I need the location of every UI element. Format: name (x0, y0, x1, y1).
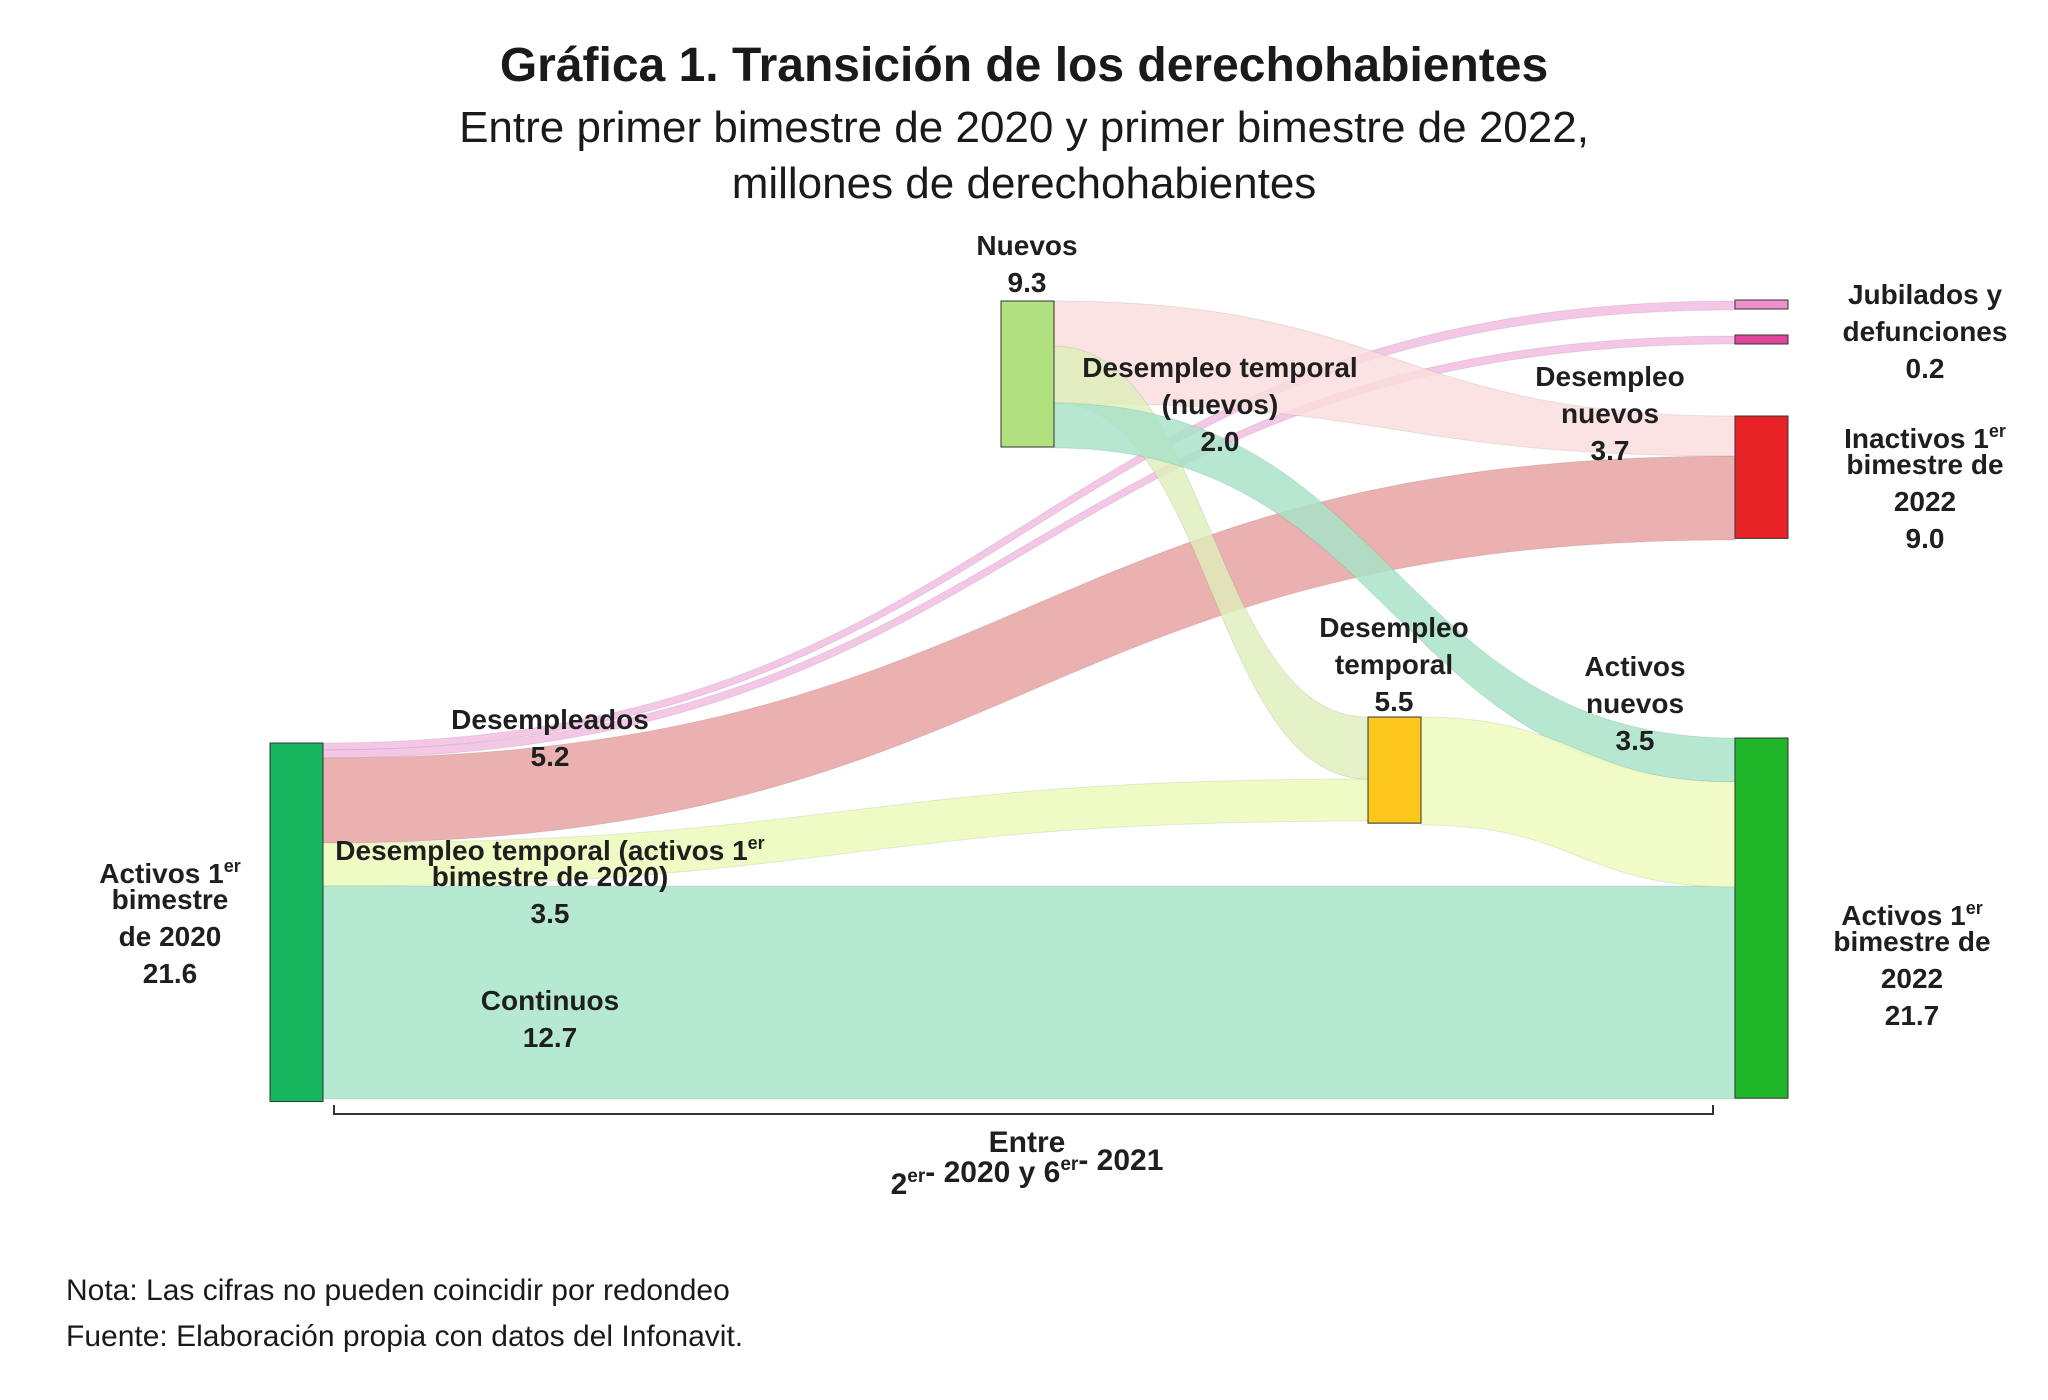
label-activos2020: Activos 1er bimestre de 2020 21.6 (99, 856, 241, 989)
label-link-desempleo-nuevos: Desempleo nuevos 3.7 (1535, 361, 1684, 466)
chart-title: Gráfica 1. Transición de los derechohabi… (499, 39, 1549, 92)
link-continuos (322, 885, 1736, 1100)
node-activos2020 (269, 742, 324, 1103)
sankey-nodes (269, 299, 1789, 1103)
node-desempleo_temporal (1367, 716, 1422, 824)
label-jubilados: Jubilados y defunciones 0.2 (1843, 279, 2008, 384)
link-desempleados (322, 455, 1736, 844)
label-link-desempleo-temporal-activos: Desempleo temporal (activos 1er bimestre … (335, 833, 764, 929)
note-rounding: Nota: Las cifras no pueden coincidir por… (66, 1274, 730, 1307)
chart-subtitle: Entre primer bimestre de 2020 y primer b… (0, 100, 2048, 212)
label-link-desempleados: Desempleados 5.2 (451, 704, 649, 772)
period-bracket (333, 1105, 1714, 1115)
label-desempleo-temporal: Desempleo temporal 5.5 (1319, 612, 1468, 717)
sankey-links (322, 300, 1736, 1100)
axis-label-line-1: Entre (989, 1126, 1066, 1159)
label-link-desempleo-temporal-nuevos: Desempleo temporal (nuevos) 2.0 (1082, 352, 1357, 457)
note-source: Fuente: Elaboración propia con datos del… (66, 1320, 744, 1353)
notes: Nota: Las cifras no pueden coincidir por… (66, 1268, 743, 1360)
subtitle-line-2: millones de derechohabientes (731, 159, 1317, 208)
subtitle-line-1: Entre primer bimestre de 2020 y primer b… (459, 103, 1589, 152)
label-link-continuos: Continuos 12.7 (481, 985, 619, 1053)
axis-label-line-2: 2er- 2020 y 6er- 2021 (891, 1144, 1164, 1201)
node-activos2022 (1734, 737, 1789, 1099)
node-nuevos (1000, 300, 1055, 448)
node-inactivos2022 (1734, 415, 1789, 539)
label-link-activos-nuevos: Activos nuevos 3.5 (1584, 651, 1685, 756)
label-nuevos: Nuevos 9.3 (976, 230, 1077, 298)
node-jubilados-0 (1734, 299, 1789, 310)
label-inactivos2022: Inactivos 1er bimestre de 2022 9.0 (1844, 421, 2006, 554)
node-jubilados-1 (1734, 334, 1789, 345)
label-activos2022: Activos 1er bimestre de 2022 21.7 (1833, 898, 1990, 1031)
link-activos2020-jubilados (322, 300, 1736, 751)
